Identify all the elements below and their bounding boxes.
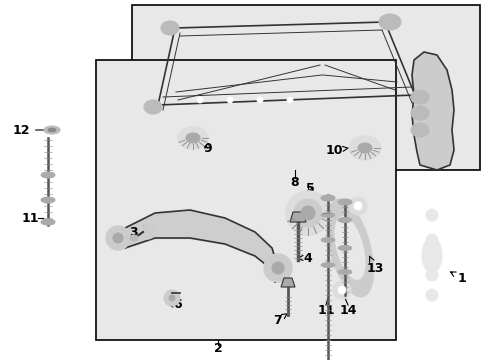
Polygon shape [289,212,305,222]
Ellipse shape [178,127,207,149]
Text: 10: 10 [325,144,348,157]
Text: 2: 2 [213,342,222,355]
Circle shape [293,199,321,227]
Circle shape [257,97,263,103]
Text: 11: 11 [317,303,334,316]
Ellipse shape [357,143,371,153]
Circle shape [163,290,180,306]
Ellipse shape [410,106,428,120]
Ellipse shape [337,199,351,205]
Ellipse shape [334,216,365,280]
Circle shape [226,97,232,103]
Ellipse shape [41,219,55,225]
Polygon shape [411,52,453,170]
Ellipse shape [44,126,60,134]
Ellipse shape [320,238,334,243]
Ellipse shape [348,136,380,160]
Ellipse shape [410,90,428,104]
Circle shape [113,233,123,243]
Ellipse shape [185,133,200,143]
Ellipse shape [410,123,428,137]
Ellipse shape [48,128,56,132]
Circle shape [271,262,284,274]
Circle shape [141,225,155,239]
Circle shape [285,191,329,235]
Polygon shape [281,278,294,287]
Text: 8: 8 [290,176,299,189]
Circle shape [337,286,346,294]
Circle shape [332,281,350,299]
Circle shape [353,202,361,210]
Text: 3: 3 [128,225,149,239]
Ellipse shape [161,21,179,35]
Circle shape [197,97,203,103]
Text: 5: 5 [305,181,314,194]
Ellipse shape [337,246,351,251]
Ellipse shape [326,199,372,297]
Circle shape [264,254,291,282]
Circle shape [425,269,437,281]
Text: 7: 7 [273,313,287,327]
Ellipse shape [320,195,334,201]
Bar [132,5,479,170]
Text: 4: 4 [297,252,312,265]
Text: 1: 1 [449,271,466,284]
Text: 14: 14 [339,303,356,316]
Circle shape [425,234,437,246]
Ellipse shape [41,172,55,178]
Circle shape [425,289,437,301]
Circle shape [425,209,437,221]
Circle shape [106,226,130,250]
Ellipse shape [41,197,55,203]
Text: 9: 9 [203,141,212,154]
Circle shape [348,197,366,215]
Circle shape [301,206,314,220]
Text: 6: 6 [167,298,182,311]
Bar [96,60,395,340]
Text: 11: 11 [21,212,39,225]
Ellipse shape [320,212,334,217]
Circle shape [169,295,175,301]
Ellipse shape [320,262,334,267]
Ellipse shape [337,270,351,275]
Ellipse shape [143,100,162,114]
Text: 12: 12 [13,123,56,136]
Ellipse shape [421,238,441,273]
Text: 13: 13 [366,256,383,275]
Ellipse shape [130,235,138,241]
Ellipse shape [337,217,351,222]
Ellipse shape [378,14,400,30]
Circle shape [286,97,292,103]
